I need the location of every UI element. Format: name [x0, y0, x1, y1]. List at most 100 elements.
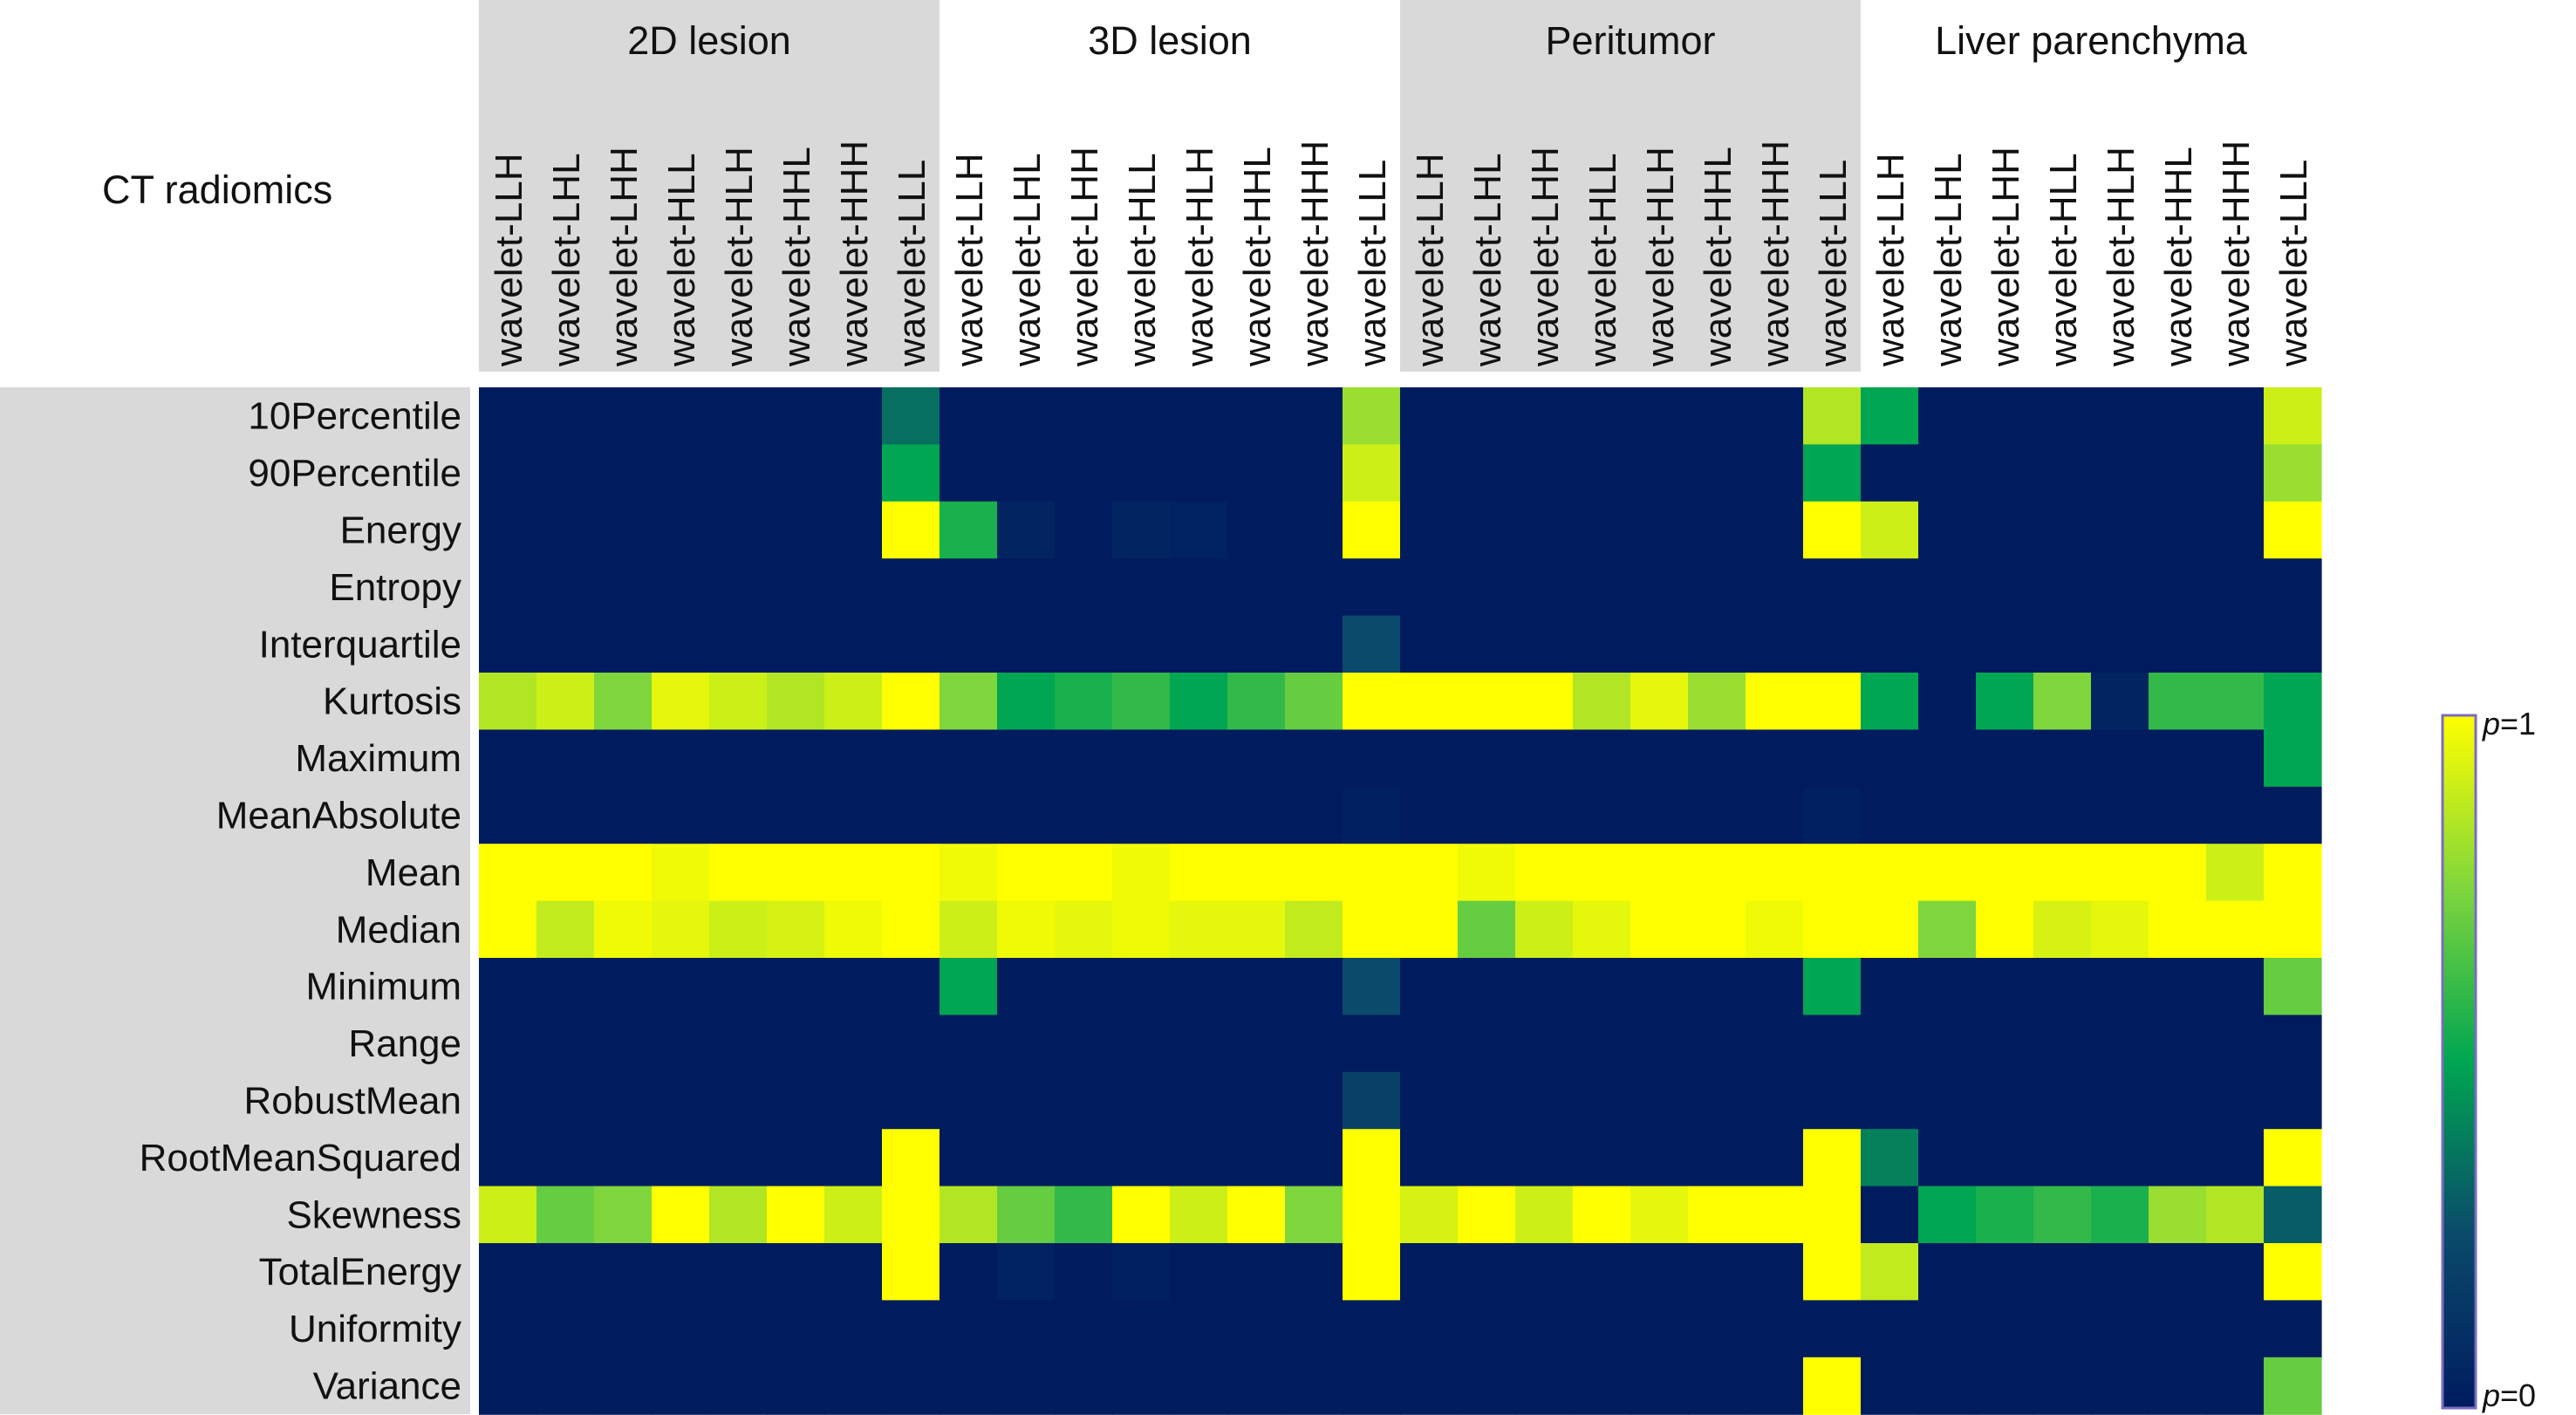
heatmap-cell	[1227, 1015, 1286, 1073]
heatmap-cell	[1861, 501, 1919, 559]
heatmap-cell	[2264, 1357, 2322, 1415]
heatmap-cell	[1746, 444, 1804, 502]
column-label: wavelet-LHL	[1466, 153, 1509, 367]
heatmap-cell	[536, 501, 595, 559]
heatmap-cell	[1573, 673, 1631, 730]
heatmap-cell	[882, 729, 940, 788]
row-label: Maximum	[295, 737, 461, 780]
heatmap-cell	[1976, 558, 2034, 617]
heatmap-cell	[1803, 673, 1862, 730]
heatmap-cell	[1285, 900, 1343, 959]
heatmap-cell	[1458, 1071, 1516, 1130]
heatmap-cell	[1803, 1357, 1862, 1415]
heatmap-cell	[652, 1357, 710, 1415]
row-label: Interquartile	[259, 623, 461, 666]
heatmap-cell	[1918, 1015, 1977, 1073]
heatmap-cell	[1458, 387, 1516, 445]
row-label: MeanAbsolute	[216, 795, 461, 837]
column-label: wavelet-HLL	[1582, 153, 1624, 367]
heatmap-cell	[1458, 615, 1516, 673]
heatmap-cell	[594, 615, 653, 673]
heatmap-cell	[1630, 786, 1689, 844]
heatmap-cell	[1170, 387, 1228, 445]
column-label: wavelet-HHL	[776, 147, 818, 367]
heatmap-cell	[1400, 1300, 1459, 1358]
heatmap-cell	[1055, 1071, 1113, 1130]
heatmap-cell	[767, 1129, 825, 1187]
heatmap-cell	[1112, 1129, 1171, 1187]
heatmap-cell	[709, 444, 768, 502]
heatmap-cell	[594, 1129, 653, 1187]
heatmap-cell	[1746, 1071, 1804, 1130]
heatmap-cell	[940, 1015, 998, 1073]
heatmap-cell	[652, 615, 710, 673]
heatmap-cell	[1746, 615, 1804, 673]
row-label: 90Percentile	[248, 452, 461, 495]
heatmap-cell	[2149, 1129, 2207, 1187]
column-group-label: Liver parenchyma	[1935, 18, 2248, 63]
heatmap-cell	[652, 1186, 710, 1244]
row-label: Kurtosis	[323, 680, 461, 723]
heatmap-cell	[882, 1186, 940, 1244]
heatmap-cell	[1458, 1129, 1516, 1187]
heatmap-cell	[997, 1071, 1056, 1130]
heatmap-cell	[1976, 1129, 2034, 1187]
heatmap-cell	[1055, 387, 1113, 445]
heatmap-cell	[997, 729, 1056, 788]
heatmap-cell	[1112, 1186, 1171, 1244]
heatmap-cell	[1515, 444, 1574, 502]
heatmap-cell	[940, 615, 998, 673]
column-label: wavelet-LHH	[1985, 147, 2027, 367]
heatmap-cell	[1630, 1243, 1689, 1301]
heatmap-cell	[709, 673, 768, 730]
heatmap-cell	[2091, 673, 2149, 730]
column-label: wavelet-HHH	[2215, 140, 2258, 367]
heatmap-cell	[1976, 958, 2034, 1015]
heatmap-cell	[1630, 1071, 1689, 1130]
heatmap-cell	[1861, 387, 1919, 445]
heatmap-cell	[709, 729, 768, 788]
heatmap-cell	[940, 558, 998, 617]
heatmap-cell	[1688, 1129, 1746, 1187]
heatmap-cell	[2091, 900, 2149, 959]
heatmap-cell	[882, 1129, 940, 1187]
column-label: wavelet-LHL	[1927, 153, 1970, 367]
heatmap-cell	[1227, 1129, 1286, 1187]
heatmap-cell	[1688, 615, 1746, 673]
heatmap-cell	[1112, 501, 1171, 559]
group-shading-layer	[0, 0, 1861, 1415]
column-label: wavelet-LLH	[948, 153, 991, 367]
heatmap-cell	[1170, 501, 1228, 559]
heatmap-cell	[1803, 1300, 1862, 1358]
heatmap-cell	[1343, 1186, 1401, 1244]
heatmap-cell	[2033, 958, 2092, 1015]
heatmap-cell	[2264, 844, 2322, 902]
heatmap-cell	[536, 558, 595, 617]
heatmap-cell	[2149, 1243, 2207, 1301]
heatmap-cell	[1458, 1243, 1516, 1301]
heatmap-cell	[1515, 1357, 1574, 1415]
heatmap-cell	[1055, 844, 1113, 902]
heatmap-cell	[652, 786, 710, 844]
heatmap-cell	[1170, 615, 1228, 673]
heatmap-cell	[1227, 786, 1286, 844]
heatmap-cell	[824, 786, 883, 844]
heatmap-cell	[1055, 558, 1113, 617]
heatmap-cell	[536, 729, 595, 788]
heatmap-cell	[882, 1071, 940, 1130]
heatmap-cell	[1055, 1186, 1113, 1244]
heatmap-cell	[767, 673, 825, 730]
heatmap-cell	[652, 844, 710, 902]
heatmap-cell	[1400, 958, 1459, 1015]
column-label: wavelet-LLL	[1351, 160, 1394, 367]
heatmap-cell	[2264, 387, 2322, 445]
heatmap-cell	[1515, 558, 1574, 617]
heatmap-cell	[1573, 1015, 1631, 1073]
heatmap-cell	[1573, 444, 1631, 502]
heatmap-cell	[1227, 501, 1286, 559]
heatmap-cell	[479, 1300, 537, 1358]
heatmap-cell	[1170, 786, 1228, 844]
heatmap-cell	[1573, 1186, 1631, 1244]
heatmap-cell	[536, 844, 595, 902]
heatmap-cell	[479, 501, 537, 559]
